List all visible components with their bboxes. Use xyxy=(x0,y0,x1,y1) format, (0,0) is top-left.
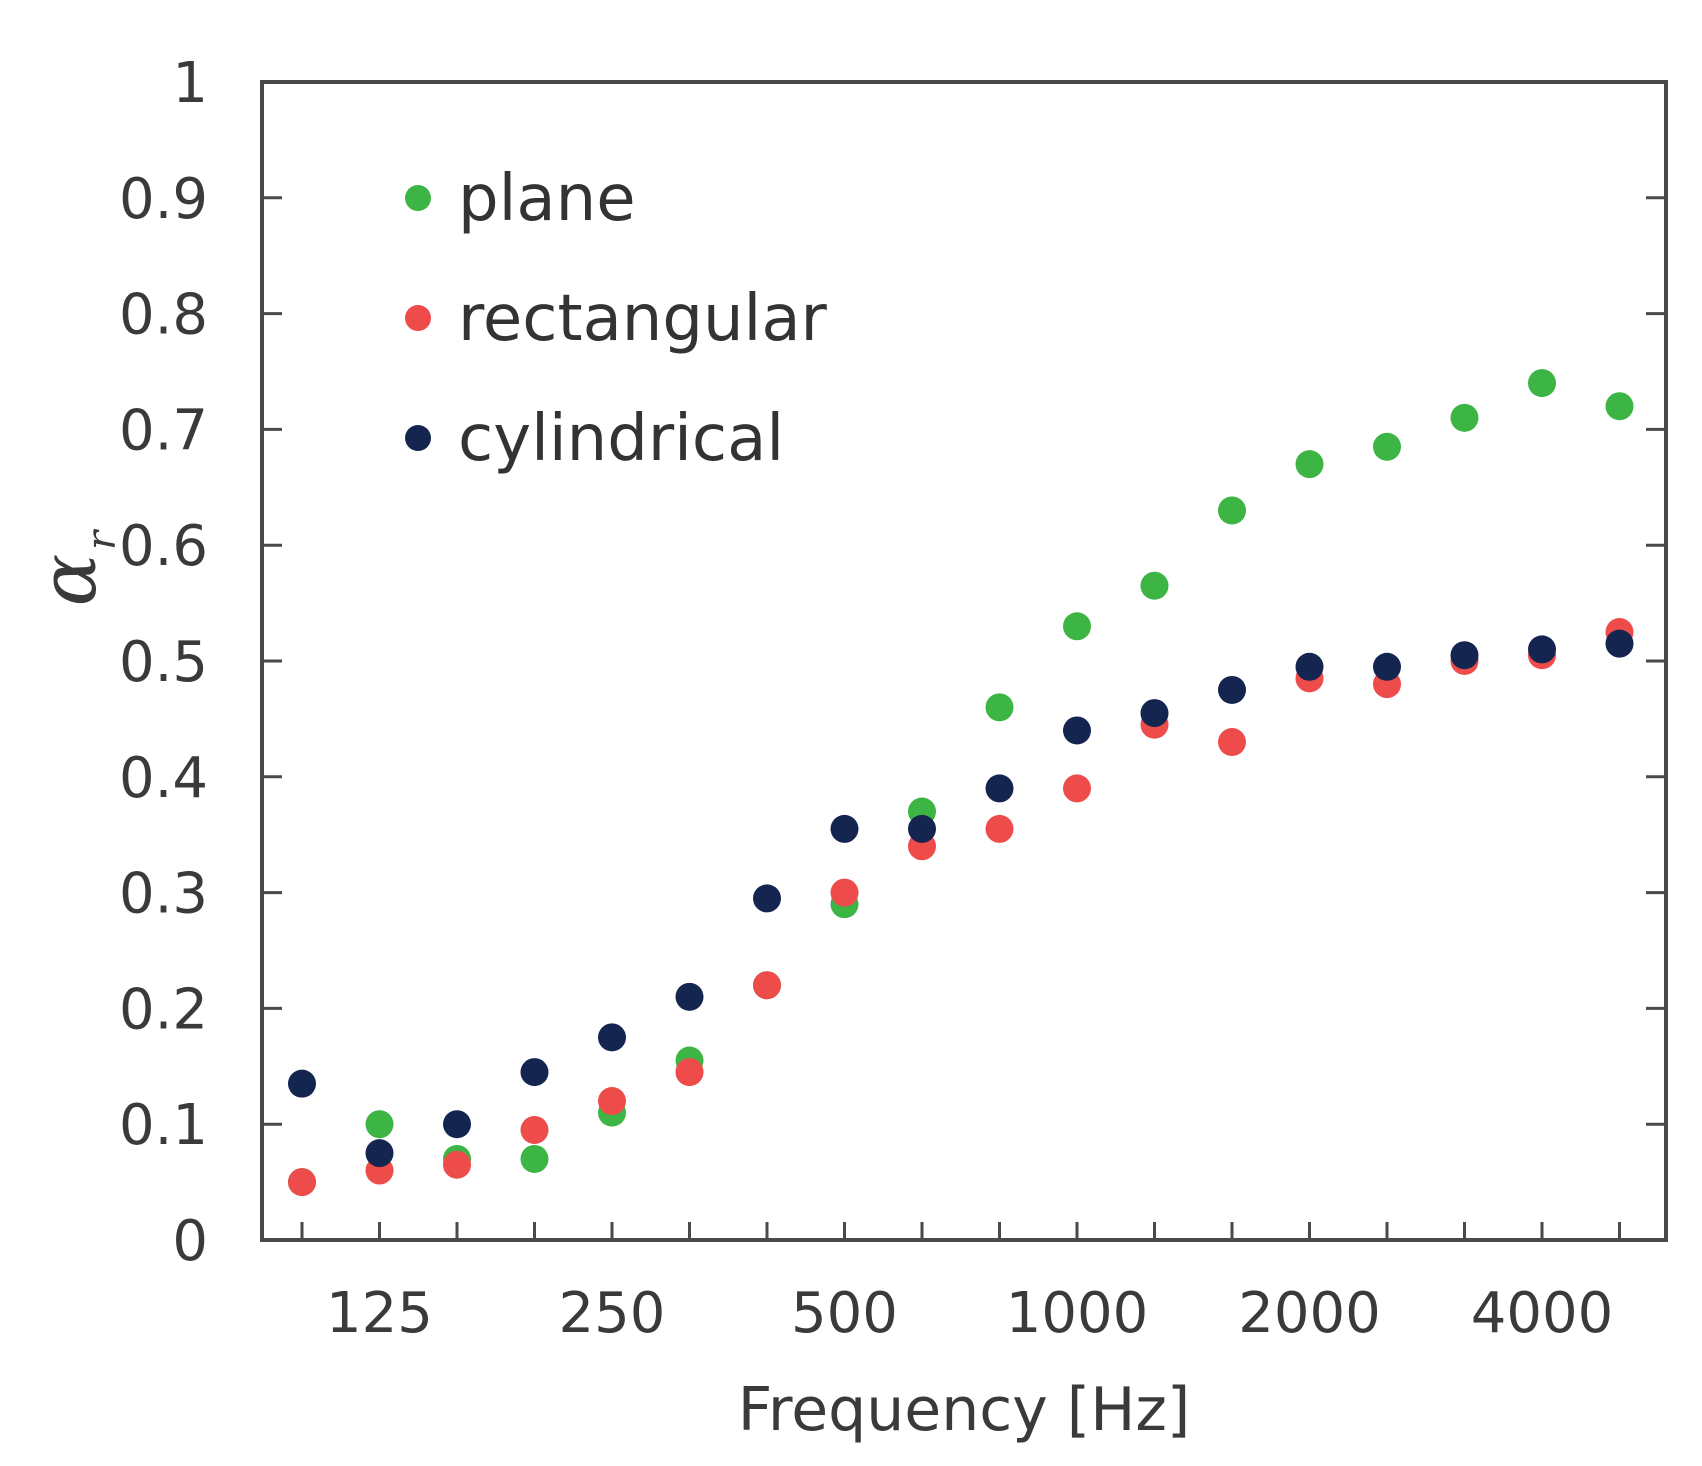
point-cylindrical xyxy=(1528,635,1556,664)
legend-label-rectangular: rectangular xyxy=(458,282,828,356)
x-tick-label: 1000 xyxy=(1006,1281,1149,1346)
y-tick-label: 0.2 xyxy=(119,977,208,1042)
point-cylindrical xyxy=(443,1110,471,1139)
point-cylindrical xyxy=(830,814,859,843)
point-cylindrical xyxy=(598,1023,626,1052)
y-tick-label: 0.9 xyxy=(119,167,208,232)
legend-label-cylindrical: cylindrical xyxy=(458,402,784,476)
y-tick-label: 0.3 xyxy=(119,862,208,927)
x-axis: 125 250 500 1000 2000 4000 xyxy=(300,1222,1621,1346)
legend: plane rectangular cylindrical xyxy=(405,162,828,476)
point-plane xyxy=(1140,571,1169,600)
x-axis-title: Frequency [Hz] xyxy=(738,1375,1190,1445)
y-tick-label: 0.7 xyxy=(119,398,208,463)
x-tick-label: 250 xyxy=(559,1281,666,1346)
x-tick-label: 125 xyxy=(326,1281,433,1346)
point-cylindrical xyxy=(1295,652,1324,681)
point-plane xyxy=(520,1144,549,1173)
x-tick-label: 4000 xyxy=(1471,1281,1614,1346)
point-rectangular xyxy=(443,1150,471,1179)
legend-marker-cylindrical xyxy=(405,425,431,451)
point-rectangular xyxy=(598,1087,626,1116)
point-plane xyxy=(365,1110,394,1139)
point-rectangular xyxy=(985,814,1014,843)
point-cylindrical xyxy=(1140,699,1169,728)
y-tick-label: 0 xyxy=(172,1209,208,1274)
point-cylindrical xyxy=(1373,652,1401,681)
point-cylindrical xyxy=(1063,716,1091,745)
point-plane xyxy=(985,693,1014,722)
x-tick-label: 500 xyxy=(791,1281,898,1346)
point-cylindrical xyxy=(985,774,1014,803)
y-tick-label: 1 xyxy=(172,51,208,116)
point-cylindrical xyxy=(908,814,936,843)
point-plane xyxy=(1218,496,1246,525)
legend-marker-plane xyxy=(405,185,431,211)
point-rectangular xyxy=(288,1168,316,1197)
point-rectangular xyxy=(830,878,859,907)
y-tick-label: 0.5 xyxy=(119,630,208,695)
x-tick-label: 2000 xyxy=(1238,1281,1381,1346)
point-plane xyxy=(1450,403,1479,432)
data-points xyxy=(288,369,1634,1197)
point-cylindrical xyxy=(1218,675,1246,704)
point-plane xyxy=(1295,450,1324,479)
legend-marker-rectangular xyxy=(405,305,431,331)
point-rectangular xyxy=(1218,728,1246,757)
point-plane xyxy=(1605,392,1634,421)
y-tick-label: 0.1 xyxy=(119,1093,208,1158)
point-plane xyxy=(1373,432,1401,461)
point-plane xyxy=(1063,612,1091,641)
y-axis-title: α r xyxy=(24,528,125,606)
legend-label-plane: plane xyxy=(458,162,636,236)
point-cylindrical xyxy=(1450,641,1479,670)
point-cylindrical xyxy=(288,1069,316,1098)
point-rectangular xyxy=(520,1115,549,1144)
y-axis-title-subscript: r xyxy=(79,528,125,550)
point-cylindrical xyxy=(675,982,704,1011)
y-axis: 0 0.1 0.2 0.3 0.4 0.5 0.6 0.7 0.8 0.9 1 xyxy=(119,51,1666,1274)
y-axis-title-symbol: α xyxy=(24,554,114,607)
point-rectangular xyxy=(753,971,781,1000)
point-cylindrical xyxy=(753,884,781,913)
y-tick-label: 0.6 xyxy=(119,514,208,579)
point-cylindrical xyxy=(1605,629,1634,658)
y-tick-label: 0.4 xyxy=(119,746,208,811)
point-rectangular xyxy=(675,1058,704,1087)
y-tick-label: 0.8 xyxy=(119,283,208,348)
point-rectangular xyxy=(1063,774,1091,803)
point-cylindrical xyxy=(520,1058,549,1087)
point-plane xyxy=(1528,369,1556,398)
point-cylindrical xyxy=(365,1139,394,1168)
